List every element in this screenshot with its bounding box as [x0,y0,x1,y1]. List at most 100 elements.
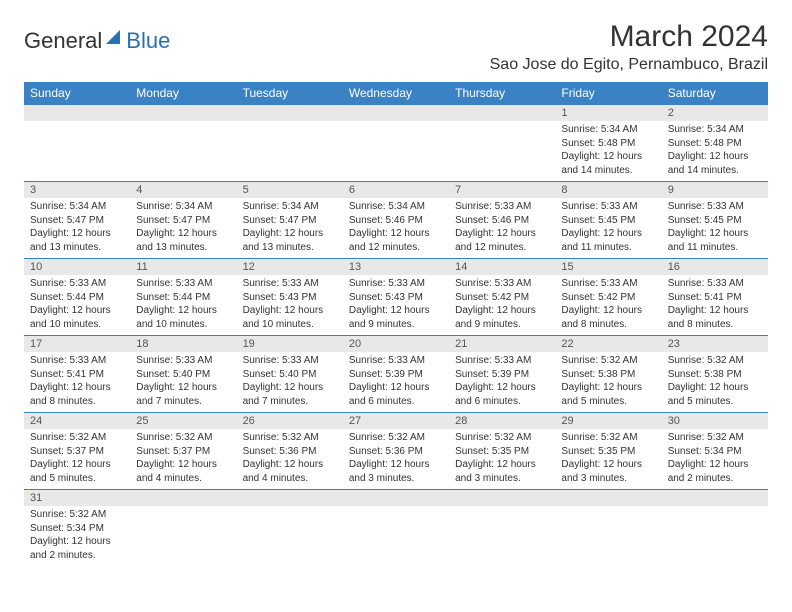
calendar-cell [130,490,236,567]
day-number: 24 [24,413,130,429]
calendar-cell: 30Sunrise: 5:32 AMSunset: 5:34 PMDayligh… [662,413,768,490]
daylight-text: Daylight: 12 hours and 13 minutes. [243,227,337,254]
sunset-text: Sunset: 5:40 PM [136,368,230,382]
calendar-cell: 21Sunrise: 5:33 AMSunset: 5:39 PMDayligh… [449,336,555,413]
sunset-text: Sunset: 5:41 PM [30,368,124,382]
day-number: 22 [555,336,661,352]
calendar-row: 17 Sunrise: 5:33 AM Sunset: 5:41 PM Dayligh… [24,336,768,413]
sunrise-text: Sunrise: 5:34 AM [136,200,230,214]
sunset-text: Sunset: 5:40 PM [243,368,337,382]
sunrise-text: Sunrise: 5:33 AM [455,200,549,214]
calendar-cell [555,490,661,567]
calendar-cell: 19Sunrise: 5:33 AMSunset: 5:40 PMDayligh… [237,336,343,413]
sunrise-text: Sunrise: 5:33 AM [243,277,337,291]
calendar-cell: 25Sunrise: 5:32 AMSunset: 5:37 PMDayligh… [130,413,236,490]
sunrise-text: Sunrise: 5:33 AM [668,277,762,291]
calendar-cell [237,105,343,182]
day-info: Sunrise: 5:33 AMSunset: 5:44 PMDaylight:… [24,275,130,335]
calendar-cell: 5Sunrise: 5:34 AMSunset: 5:47 PMDaylight… [237,182,343,259]
daylight-text: Daylight: 12 hours and 2 minutes. [668,458,762,485]
calendar-cell: 6Sunrise: 5:34 AMSunset: 5:46 PMDaylight… [343,182,449,259]
sunset-text: Sunset: 5:46 PM [455,214,549,228]
sunset-text: Sunset: 5:36 PM [243,445,337,459]
sunrise-text: Sunrise: 5:33 AM [455,277,549,291]
daylight-text: Daylight: 12 hours and 3 minutes. [455,458,549,485]
daylight-text: Daylight: 12 hours and 14 minutes. [668,150,762,177]
calendar-cell [237,490,343,567]
day-info: Sunrise: 5:32 AMSunset: 5:38 PMDaylight:… [662,352,768,412]
daylight-text: Daylight: 12 hours and 13 minutes. [136,227,230,254]
sunrise-text: Sunrise: 5:33 AM [243,354,337,368]
sunrise-text: Sunrise: 5:34 AM [668,123,762,137]
day-info: Sunrise: 5:33 AMSunset: 5:44 PMDaylight:… [130,275,236,335]
weekday-heading: Wednesday [343,82,449,105]
sunset-text: Sunset: 5:42 PM [455,291,549,305]
day-number [237,490,343,506]
weekday-heading: Thursday [449,82,555,105]
day-number: 11 [130,259,236,275]
calendar-cell: 14Sunrise: 5:33 AMSunset: 5:42 PMDayligh… [449,259,555,336]
day-info: Sunrise: 5:32 AMSunset: 5:37 PMDaylight:… [130,429,236,489]
sunrise-text: Sunrise: 5:32 AM [561,431,655,445]
day-number: 12 [237,259,343,275]
day-info: Sunrise: 5:34 AMSunset: 5:46 PMDaylight:… [343,198,449,258]
calendar-cell: 15Sunrise: 5:33 AMSunset: 5:42 PMDayligh… [555,259,661,336]
title-block: March 2024 Sao Jose do Egito, Pernambuco… [490,20,768,74]
daylight-text: Daylight: 12 hours and 12 minutes. [349,227,443,254]
sunset-text: Sunset: 5:45 PM [668,214,762,228]
calendar-cell: 11Sunrise: 5:33 AMSunset: 5:44 PMDayligh… [130,259,236,336]
calendar-cell [24,105,130,182]
sunset-text: Sunset: 5:37 PM [30,445,124,459]
logo-text-2: Blue [126,28,170,54]
calendar-row: 24Sunrise: 5:32 AMSunset: 5:37 PMDayligh… [24,413,768,490]
day-info: Sunrise: 5:33 AMSunset: 5:45 PMDaylight:… [662,198,768,258]
sunrise-text: Sunrise: 5:33 AM [561,277,655,291]
day-number: 19 [237,336,343,352]
sunrise-text: Sunrise: 5:33 AM [136,277,230,291]
day-number: 27 [343,413,449,429]
day-number [555,490,661,506]
daylight-text: Daylight: 12 hours and 7 minutes. [136,381,230,408]
daylight-text: Daylight: 12 hours and 9 minutes. [349,304,443,331]
sunset-text: Sunset: 5:45 PM [561,214,655,228]
calendar-cell [130,105,236,182]
day-number: 30 [662,413,768,429]
sunrise-text: Sunrise: 5:33 AM [349,277,443,291]
calendar-cell [449,490,555,567]
calendar-cell: 28Sunrise: 5:32 AMSunset: 5:35 PMDayligh… [449,413,555,490]
sunset-text: Sunset: 5:39 PM [349,368,443,382]
calendar-cell: 3Sunrise: 5:34 AMSunset: 5:47 PMDaylight… [24,182,130,259]
daylight-text: Daylight: 12 hours and 2 minutes. [30,535,124,562]
daylight-text: Daylight: 12 hours and 9 minutes. [455,304,549,331]
daylight-text: Daylight: 12 hours and 11 minutes. [668,227,762,254]
calendar-row: 31Sunrise: 5:32 AMSunset: 5:34 PMDayligh… [24,490,768,567]
day-info: Sunrise: 5:33 AMSunset: 5:43 PMDaylight:… [237,275,343,335]
calendar-cell [662,490,768,567]
calendar-cell: 2Sunrise: 5:34 AMSunset: 5:48 PMDaylight… [662,105,768,182]
sunset-text: Sunset: 5:47 PM [30,214,124,228]
calendar-cell: 17Sunrise: 5:33 AMSunset: 5:41 PMDayligh… [24,336,130,413]
day-number: 26 [237,413,343,429]
day-number: 17 [24,336,130,352]
day-info: Sunrise: 5:32 AMSunset: 5:34 PMDaylight:… [24,506,130,566]
sunrise-text: Sunrise: 5:32 AM [30,508,124,522]
calendar-cell: 8Sunrise: 5:33 AMSunset: 5:45 PMDaylight… [555,182,661,259]
sunset-text: Sunset: 5:36 PM [349,445,443,459]
weekday-heading: Friday [555,82,661,105]
day-info: Sunrise: 5:33 AMSunset: 5:39 PMDaylight:… [343,352,449,412]
day-info: Sunrise: 5:32 AMSunset: 5:34 PMDaylight:… [662,429,768,489]
calendar-cell: 22Sunrise: 5:32 AMSunset: 5:38 PMDayligh… [555,336,661,413]
sunset-text: Sunset: 5:44 PM [136,291,230,305]
sunrise-text: Sunrise: 5:33 AM [136,354,230,368]
daylight-text: Daylight: 12 hours and 8 minutes. [561,304,655,331]
day-info: Sunrise: 5:32 AMSunset: 5:36 PMDaylight:… [237,429,343,489]
sunset-text: Sunset: 5:43 PM [349,291,443,305]
day-info: Sunrise: 5:33 AMSunset: 5:40 PMDaylight:… [130,352,236,412]
day-number: 25 [130,413,236,429]
calendar-cell: 29Sunrise: 5:32 AMSunset: 5:35 PMDayligh… [555,413,661,490]
day-info: Sunrise: 5:33 AMSunset: 5:46 PMDaylight:… [449,198,555,258]
daylight-text: Daylight: 12 hours and 5 minutes. [561,381,655,408]
calendar-row: 10Sunrise: 5:33 AMSunset: 5:44 PMDayligh… [24,259,768,336]
day-number: 9 [662,182,768,198]
sunset-text: Sunset: 5:38 PM [668,368,762,382]
